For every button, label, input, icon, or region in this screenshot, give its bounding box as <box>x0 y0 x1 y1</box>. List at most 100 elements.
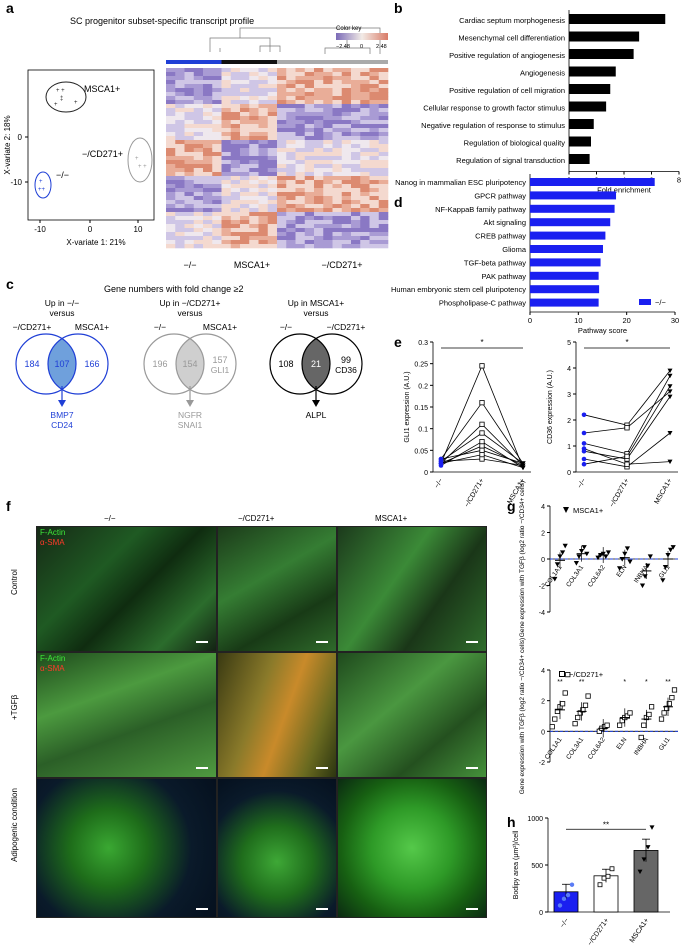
heatmap-cell <box>295 184 306 189</box>
heatmap-cell <box>267 236 278 241</box>
venn-set-label: −/− <box>280 322 292 332</box>
significance-marker: * <box>623 679 626 686</box>
heatmap-cell <box>304 232 315 237</box>
bar-category-label: Regulation of signal transduction <box>456 156 565 165</box>
panel-letter-b: b <box>394 0 403 16</box>
significance-marker: * <box>480 338 483 347</box>
bar <box>569 31 640 42</box>
heatmap-cell <box>369 92 380 97</box>
heatmap-cell <box>277 88 287 93</box>
heatmap-cell <box>175 136 185 141</box>
heatmap-cell <box>230 128 241 133</box>
venn-overlap <box>176 334 204 394</box>
heatmap-cell <box>221 92 232 97</box>
heatmap-cell <box>295 84 306 89</box>
heatmap-cell <box>221 148 232 153</box>
micro-tgfb-cd271 <box>217 652 337 778</box>
heatmap-cell <box>175 172 185 177</box>
bar-category-label: Cellular response to growth factor stimu… <box>423 104 565 113</box>
heatmap-cell <box>230 84 241 89</box>
heatmap-cell <box>240 120 250 125</box>
heatmap-cell <box>378 100 389 105</box>
heatmap-cell <box>230 152 241 157</box>
heatmap-cell <box>267 88 278 93</box>
heatmap-cell <box>212 164 222 169</box>
heatmap-cell <box>230 132 241 137</box>
heatmap-cell <box>323 76 333 81</box>
heatmap-cell <box>351 132 361 137</box>
heatmap-cell <box>323 124 333 129</box>
heatmap-cell <box>240 152 250 157</box>
heatmap-cell <box>360 220 370 225</box>
heatmap-cell <box>249 236 259 241</box>
heatmap-cell <box>304 236 315 241</box>
heatmap-cell <box>378 220 389 225</box>
heatmap-cell <box>323 72 333 77</box>
heatmap-cell <box>193 212 204 217</box>
heatmap-cell <box>193 148 204 153</box>
heatmap-cell <box>341 244 352 249</box>
heatmap-cell <box>166 132 176 137</box>
heatmap-cell <box>332 232 343 237</box>
heatmap-cell <box>166 92 176 97</box>
heatmap-cell <box>360 228 370 233</box>
heatmap-cell <box>258 132 269 137</box>
heatmap-cell <box>203 200 213 205</box>
heatmap-cell <box>369 104 380 109</box>
heatmap-cell <box>203 76 213 81</box>
heatmap-cell <box>240 204 250 209</box>
heatmap-cell <box>378 108 389 113</box>
heatmap-cell <box>166 212 176 217</box>
heatmap-cell <box>332 72 343 77</box>
heatmap-cell <box>304 80 315 85</box>
bar <box>569 84 611 94</box>
heatmap-cell <box>230 208 241 213</box>
heatmap-cell <box>323 92 333 97</box>
heatmap-cell <box>221 196 232 201</box>
venn-header: Up in −/− <box>45 298 80 308</box>
heatmap-cell <box>304 228 315 233</box>
venn-count-right: 99 <box>341 355 351 365</box>
heatmap-cell <box>221 232 232 237</box>
heatmap-cell <box>193 80 204 85</box>
heatmap-cell <box>286 156 296 161</box>
heatmap-cell <box>175 76 185 81</box>
heatmap-cell <box>286 168 296 173</box>
data-point <box>667 431 673 436</box>
heatmap-cell <box>378 212 389 217</box>
heatmap-cell <box>286 104 296 109</box>
venn-circle-right <box>175 333 237 395</box>
heatmap-cell <box>304 144 315 149</box>
heatmap-cell <box>369 228 380 233</box>
heatmap-cell <box>203 156 213 161</box>
heatmap-cell <box>314 244 324 249</box>
heatmap-cell <box>267 92 278 97</box>
heatmap-cell <box>221 76 232 81</box>
heatmap-cell <box>166 192 176 197</box>
heatmap-cell <box>249 164 259 169</box>
heatmap-cells <box>166 68 389 249</box>
heatmap-cell <box>332 212 343 217</box>
bar <box>530 191 617 200</box>
chart-b-enrichment: Cardiac septum morphogenesis Mesenchymal … <box>421 10 681 195</box>
heatmap-cell <box>221 204 232 209</box>
heatmap-cell <box>175 88 185 93</box>
heatmap-cell <box>351 220 361 225</box>
heatmap-cell <box>166 152 176 157</box>
heatmap-cell <box>360 200 370 205</box>
venn-count-right: 157 <box>212 355 227 365</box>
heatmap-cell <box>286 176 296 181</box>
heatmap-cell <box>258 128 269 133</box>
heatmap-cell <box>258 172 269 177</box>
pca-xtick: 10 <box>134 225 143 234</box>
micro-tgfb-neg <box>36 652 217 778</box>
heatmap-cell <box>332 124 343 129</box>
heatmap-cell <box>230 112 241 117</box>
heatmap-cell <box>277 196 287 201</box>
y-tick-label: 0.1 <box>418 427 428 434</box>
heatmap-cell <box>203 120 213 125</box>
heatmap-cell <box>304 116 315 121</box>
heatmap-cell <box>360 208 370 213</box>
heatmap-cell <box>166 204 176 209</box>
heatmap-cell <box>175 188 185 193</box>
